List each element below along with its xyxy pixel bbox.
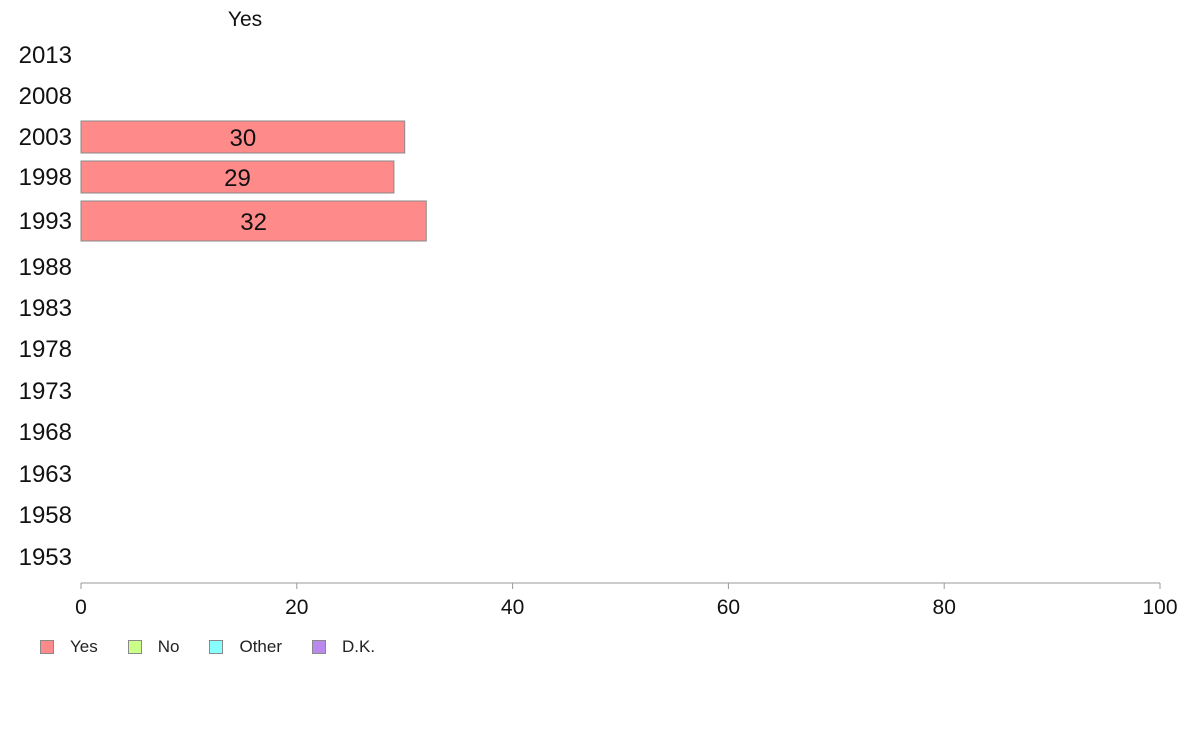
x-tick-label: 100 [1142, 596, 1177, 619]
legend-item-dk: D.K. [312, 637, 375, 657]
x-axis: 0 20 40 60 80 100 [75, 582, 1178, 619]
legend: Yes No Other D.K. [40, 636, 405, 658]
legend-swatch-yes [40, 640, 54, 654]
y-tick-label: 2008 [19, 83, 72, 110]
y-tick-label: 1983 [19, 295, 72, 322]
legend-label-yes: Yes [70, 637, 98, 656]
y-tick-label: 2003 [19, 124, 72, 151]
legend-swatch-dk [312, 640, 326, 654]
chart-title: Yes [228, 8, 262, 31]
y-tick-label: 1953 [19, 544, 72, 571]
legend-swatch-other [209, 640, 224, 654]
bar-data-label: 32 [240, 209, 267, 236]
legend-label-no: No [157, 637, 180, 656]
y-tick-label: 1968 [19, 419, 72, 446]
bar [80, 160, 395, 194]
x-tick-label: 80 [933, 596, 956, 619]
y-tick-label: 1998 [19, 164, 72, 191]
y-tick-label: 1963 [19, 461, 72, 488]
chart-rows: 2013 2008 2003 30 1998 29 1993 32 1988 1983 1978 19… [19, 42, 427, 571]
legend-item-other: Other [209, 637, 282, 657]
bar-data-label: 29 [224, 165, 251, 192]
y-tick-label: 1988 [19, 254, 72, 281]
legend-item-no: No [127, 637, 180, 657]
y-tick-label: 1973 [19, 378, 72, 405]
legend-label-dk: D.K. [342, 637, 376, 656]
y-tick-label: 2013 [19, 42, 72, 69]
y-tick-label: 1993 [19, 208, 72, 235]
legend-label-other: Other [239, 637, 282, 656]
y-tick-label: 1978 [19, 336, 72, 363]
x-tick-label: 60 [717, 596, 740, 619]
x-tick-label: 40 [501, 596, 524, 619]
x-tick-label: 0 [75, 596, 87, 619]
legend-swatch-no [127, 640, 142, 654]
bar [80, 120, 406, 154]
x-tick-label: 20 [285, 596, 308, 619]
legend-item-yes: Yes [40, 637, 98, 657]
y-tick-label: 1958 [19, 502, 72, 529]
bar-data-label: 30 [229, 125, 256, 152]
bar [80, 200, 427, 242]
